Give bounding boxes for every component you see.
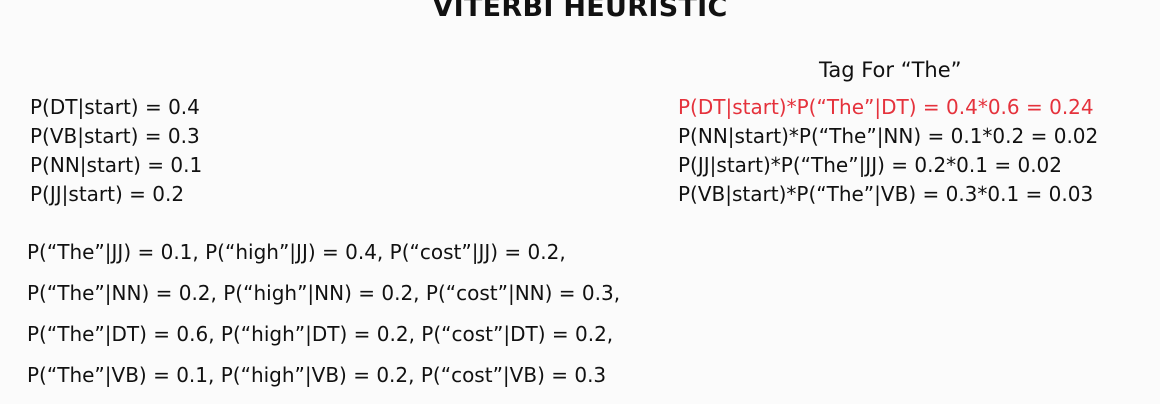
emission-jj: P(“The”|JJ) = 0.1, P(“high”|JJ) = 0.4, P… — [27, 240, 566, 264]
prior-jj: P(JJ|start) = 0.2 — [30, 182, 185, 206]
start-probabilities: P(DT|start) = 0.4 P(VB|start) = 0.3 P(NN… — [30, 93, 202, 209]
prior-vb: P(VB|start) = 0.3 — [30, 124, 200, 148]
prior-dt: P(DT|start) = 0.4 — [30, 95, 200, 119]
tag-calc-jj: P(JJ|start)*P(“The”|JJ) = 0.2*0.1 = 0.02 — [678, 153, 1062, 177]
tag-calc-nn: P(NN|start)*P(“The”|NN) = 0.1*0.2 = 0.02 — [678, 124, 1099, 148]
emission-dt: P(“The”|DT) = 0.6, P(“high”|DT) = 0.2, P… — [27, 322, 614, 346]
emission-vb: P(“The”|VB) = 0.1, P(“high”|VB) = 0.2, P… — [27, 363, 607, 387]
slide-title: VITERBI HEURISTIC — [432, 0, 728, 23]
prior-nn: P(NN|start) = 0.1 — [30, 153, 203, 177]
tag-heading: Tag For “The” — [819, 58, 962, 82]
tag-calc-dt: P(DT|start)*P(“The”|DT) = 0.4*0.6 = 0.24 — [678, 95, 1094, 119]
tag-calculations: P(DT|start)*P(“The”|DT) = 0.4*0.6 = 0.24… — [678, 93, 1098, 209]
tag-calc-vb: P(VB|start)*P(“The”|VB) = 0.3*0.1 = 0.03 — [678, 182, 1094, 206]
emission-nn: P(“The”|NN) = 0.2, P(“high”|NN) = 0.2, P… — [27, 281, 621, 305]
emission-probabilities: P(“The”|JJ) = 0.1, P(“high”|JJ) = 0.4, P… — [27, 232, 620, 396]
